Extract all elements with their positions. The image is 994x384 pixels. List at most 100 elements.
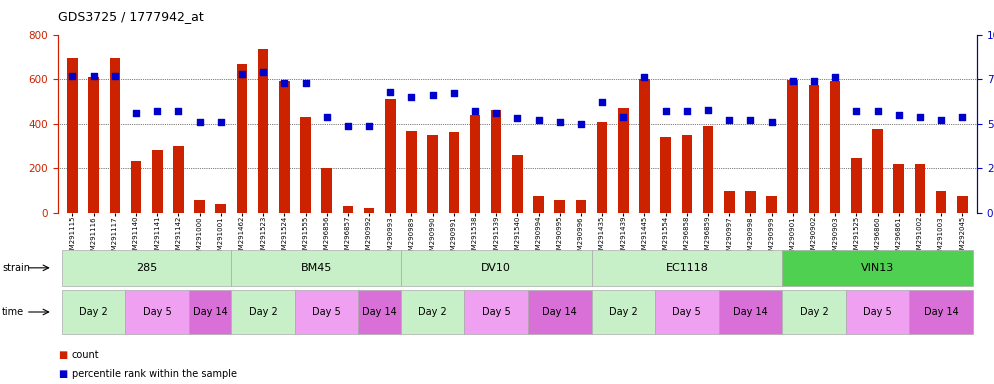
Bar	[660, 137, 671, 213]
Point	[446, 90, 462, 96]
Point	[933, 117, 949, 123]
Bar	[533, 196, 544, 213]
Text: 285: 285	[136, 263, 157, 273]
Bar	[448, 132, 459, 213]
Point	[785, 78, 801, 84]
Point	[636, 74, 652, 81]
Text: ■: ■	[58, 350, 67, 360]
Point	[827, 74, 843, 81]
Bar	[470, 115, 480, 213]
Point	[361, 122, 377, 129]
Point	[383, 89, 399, 95]
Point	[573, 121, 588, 127]
Point	[276, 80, 292, 86]
Bar	[321, 169, 332, 213]
Point	[849, 108, 865, 114]
Text: Day 14: Day 14	[923, 307, 958, 317]
Bar	[957, 196, 967, 213]
Text: Day 2: Day 2	[418, 307, 447, 317]
Point	[467, 108, 483, 114]
Text: Day 2: Day 2	[799, 307, 828, 317]
Bar	[596, 122, 607, 213]
Bar	[68, 58, 78, 213]
Bar	[173, 146, 184, 213]
Text: time: time	[2, 307, 24, 317]
Point	[510, 116, 526, 122]
Bar	[364, 207, 375, 213]
Text: Day 14: Day 14	[193, 307, 228, 317]
Bar	[576, 200, 586, 213]
Bar	[343, 207, 353, 213]
Point	[213, 119, 229, 125]
Point	[743, 117, 758, 123]
Point	[128, 110, 144, 116]
Point	[954, 114, 970, 120]
Text: Day 5: Day 5	[312, 307, 341, 317]
Bar	[851, 159, 862, 213]
Bar	[914, 164, 925, 213]
Text: VIN13: VIN13	[861, 263, 895, 273]
Point	[658, 108, 674, 114]
Bar	[894, 164, 904, 213]
Bar	[216, 204, 226, 213]
Point	[552, 119, 568, 125]
Bar	[830, 81, 841, 213]
Text: GDS3725 / 1777942_at: GDS3725 / 1777942_at	[58, 10, 204, 23]
Text: Day 2: Day 2	[248, 307, 277, 317]
Text: Day 14: Day 14	[733, 307, 767, 317]
Bar	[787, 80, 798, 213]
Point	[722, 117, 738, 123]
Text: DV10: DV10	[481, 263, 511, 273]
Bar	[724, 191, 735, 213]
Text: Day 5: Day 5	[673, 307, 701, 317]
Bar	[512, 155, 523, 213]
Text: Day 14: Day 14	[362, 307, 397, 317]
Point	[911, 114, 927, 120]
Bar	[88, 77, 99, 213]
Bar	[385, 99, 396, 213]
Bar	[152, 149, 163, 213]
Text: percentile rank within the sample: percentile rank within the sample	[72, 369, 237, 379]
Bar	[131, 161, 141, 213]
Text: Day 5: Day 5	[143, 307, 172, 317]
Text: Day 5: Day 5	[863, 307, 892, 317]
Text: EC1118: EC1118	[665, 263, 709, 273]
Point	[85, 73, 101, 79]
Bar	[300, 117, 311, 213]
Point	[319, 114, 335, 120]
Point	[340, 122, 356, 129]
Bar	[427, 135, 438, 213]
Point	[679, 108, 695, 114]
Point	[255, 69, 271, 75]
Point	[806, 78, 822, 84]
Bar	[279, 81, 289, 213]
Point	[234, 71, 249, 77]
Text: count: count	[72, 350, 99, 360]
Bar	[935, 191, 946, 213]
Point	[700, 106, 716, 113]
Bar	[491, 111, 502, 213]
Text: Day 2: Day 2	[80, 307, 108, 317]
Bar	[746, 191, 755, 213]
Point	[192, 119, 208, 125]
Text: strain: strain	[2, 263, 30, 273]
Bar	[194, 200, 205, 213]
Point	[404, 94, 419, 100]
Text: BM45: BM45	[300, 263, 332, 273]
Bar	[618, 108, 628, 213]
Point	[149, 108, 165, 114]
Bar	[257, 49, 268, 213]
Point	[763, 119, 779, 125]
Point	[891, 112, 907, 118]
Bar	[109, 58, 120, 213]
Point	[488, 110, 504, 116]
Bar	[809, 85, 819, 213]
Bar	[872, 129, 883, 213]
Bar	[639, 79, 650, 213]
Bar	[682, 135, 692, 213]
Point	[870, 108, 886, 114]
Bar	[407, 131, 416, 213]
Text: Day 5: Day 5	[482, 307, 511, 317]
Bar	[766, 196, 777, 213]
Point	[424, 92, 440, 98]
